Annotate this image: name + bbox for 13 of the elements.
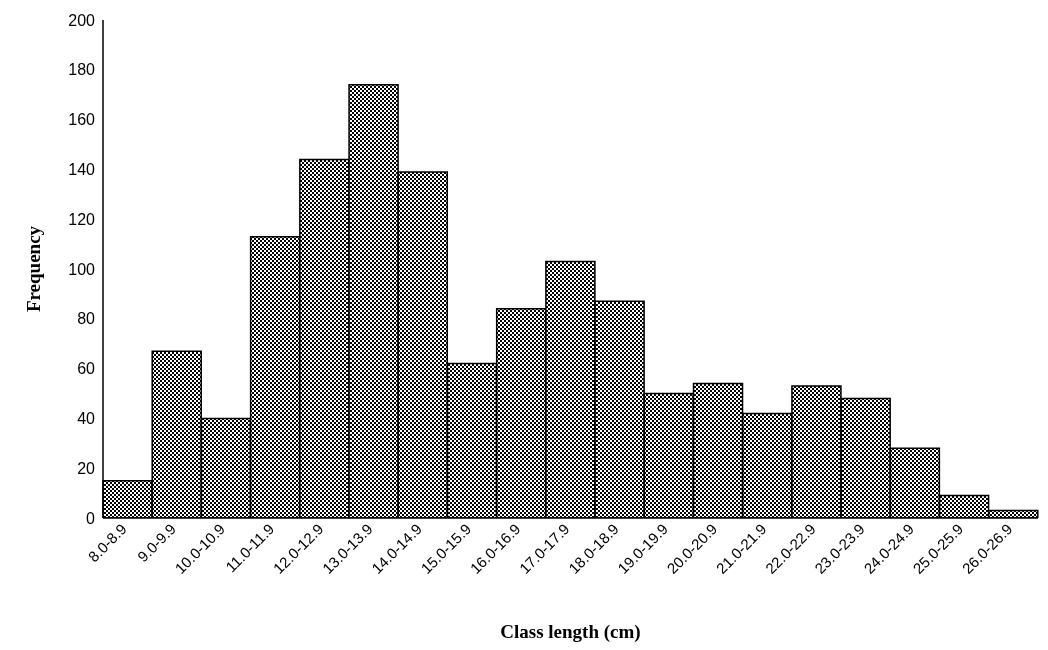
y-tick-label: 0 — [86, 509, 96, 527]
y-tick-label: 200 — [68, 11, 96, 29]
x-axis-title: Class length (cm) — [500, 621, 641, 643]
y-tick-label: 60 — [77, 360, 96, 378]
y-tick-label: 180 — [68, 61, 96, 79]
y-tick-label: 160 — [68, 111, 96, 129]
y-tick-label: 100 — [68, 260, 96, 278]
y-tick-label: 140 — [68, 161, 96, 179]
y-tick-label: 80 — [77, 310, 96, 328]
y-tick-label: 120 — [68, 210, 96, 228]
y-tick-label: 40 — [77, 410, 96, 428]
y-axis-title: Frequency — [22, 225, 44, 313]
y-tick-label: 20 — [77, 459, 96, 477]
